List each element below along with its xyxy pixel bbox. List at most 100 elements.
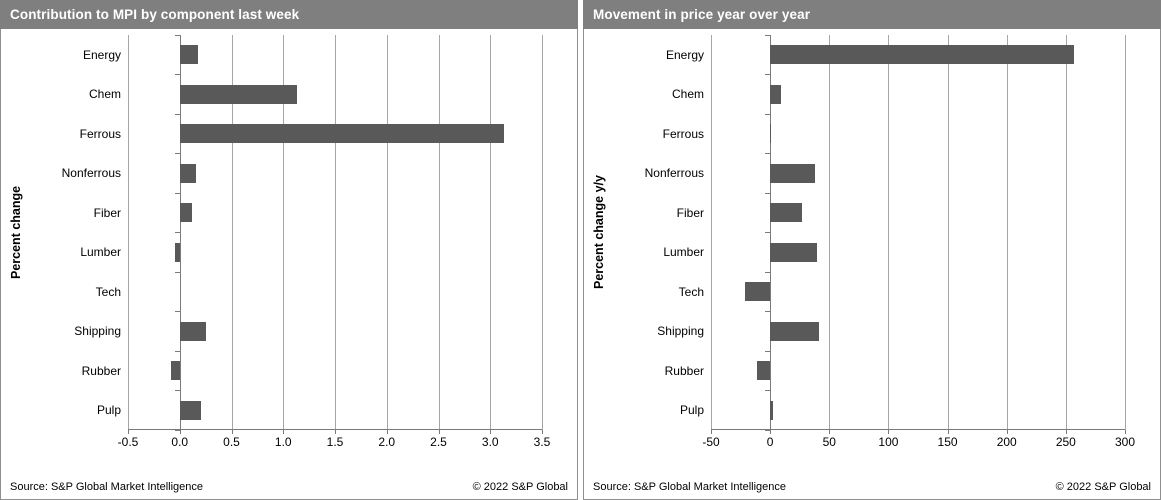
- category-axis-tick: [174, 232, 180, 233]
- x-tick-label: -50: [702, 435, 720, 449]
- gridline: [888, 35, 890, 430]
- x-axis-tick-labels: -0.5 0.0 0.5 1.0 1.5 2.0 2.5 3.0 3.5: [118, 435, 551, 451]
- gridline: [711, 35, 712, 430]
- x-axis-tick: [283, 430, 285, 434]
- chart-title: Contribution to MPI by component last we…: [0, 0, 578, 29]
- x-axis-tick: [947, 430, 949, 434]
- bar-nonferrous: [179, 163, 197, 183]
- category-axis-tick: [174, 113, 180, 115]
- x-tick-label: 1.0: [274, 435, 292, 449]
- x-tick-label: 100: [878, 435, 899, 449]
- x-axis-tick: [542, 430, 543, 434]
- gridline: [231, 35, 233, 430]
- x-tick-label: 300: [1114, 435, 1136, 449]
- x-axis-tick-labels: -50 0 50 100 150 200 250 300: [702, 435, 1135, 451]
- category-axis-tick: [765, 271, 771, 273]
- chart-body: Percent change y/y Energy Chem Ferrous Nonf…: [583, 29, 1161, 500]
- plot-area: [711, 34, 1126, 434]
- plot-area: [128, 34, 543, 434]
- category-axis-tick: [765, 153, 771, 154]
- bar-rubber: [171, 361, 180, 381]
- x-axis-tick: [1125, 430, 1126, 434]
- category-axis-tick: [174, 192, 180, 194]
- chart-footer: Source: S&P Global Market Intelligence ©…: [593, 481, 1151, 493]
- chart-title: Movement in price year over year: [583, 0, 1161, 29]
- bar-fiber: [179, 203, 193, 223]
- category-axis-tick: [765, 311, 771, 312]
- category-label-rubber: Rubber: [664, 363, 704, 378]
- category-label-energy: Energy: [82, 47, 121, 62]
- x-axis-tick: [888, 430, 890, 434]
- x-tick-label: 0: [766, 435, 774, 449]
- category-axis-tick: [765, 192, 771, 194]
- x-axis-tick: [438, 430, 440, 434]
- category-axis-tick: [174, 74, 180, 75]
- gridline: [490, 35, 492, 430]
- x-axis-tick: [231, 430, 233, 434]
- bar-lumber: [770, 242, 818, 262]
- gridline: [283, 35, 285, 430]
- x-axis-tick: [711, 430, 712, 434]
- copyright-text: © 2022 S&P Global: [472, 481, 568, 493]
- gridline: [1065, 35, 1067, 430]
- gridline: [1125, 35, 1126, 430]
- category-label-pulp: Pulp: [96, 403, 121, 418]
- x-axis-tick: [770, 430, 772, 434]
- category-axis-tick: [174, 350, 180, 352]
- chart-panel-mpi-contribution: Contribution to MPI by component last we…: [0, 0, 578, 500]
- x-axis-tick: [829, 430, 831, 434]
- category-axis-tick: [765, 390, 771, 391]
- x-tick-label: 0.0: [171, 435, 189, 449]
- category-axis-tick: [174, 311, 180, 312]
- copyright-text: © 2022 S&P Global: [1055, 481, 1151, 493]
- category-label-shipping: Shipping: [657, 324, 704, 339]
- chart-body: Percent change Energy Chem Ferrous Nonferro…: [0, 29, 578, 500]
- bar-chem: [770, 84, 781, 104]
- chart-footer: Source: S&P Global Market Intelligence ©…: [10, 481, 568, 493]
- x-axis-line: [128, 429, 542, 430]
- x-axis-line: [711, 429, 1125, 430]
- category-label-nonferrous: Nonferrous: [644, 166, 704, 181]
- category-label-ferrous: Ferrous: [79, 126, 121, 141]
- category-axis-labels: Energy Chem Ferrous Nonferrous Fiber Lumber Te…: [584, 35, 704, 430]
- x-tick-label: 3.0: [481, 435, 499, 449]
- category-axis-line: [770, 35, 772, 430]
- bar-chem: [179, 84, 297, 104]
- category-axis-tick: [174, 271, 180, 273]
- category-axis-labels: Energy Chem Ferrous Nonferrous Fiber Lumber Te…: [1, 35, 121, 430]
- category-axis-tick: [765, 113, 771, 115]
- x-axis-tick: [490, 430, 492, 434]
- category-label-fiber: Fiber: [676, 205, 704, 220]
- x-axis-tick: [386, 430, 388, 434]
- bar-rubber: [757, 361, 771, 381]
- bar-energy: [770, 45, 1075, 65]
- category-label-pulp: Pulp: [679, 403, 704, 418]
- category-label-rubber: Rubber: [81, 363, 121, 378]
- x-tick-label: 0.5: [223, 435, 240, 449]
- gridline: [438, 35, 440, 430]
- bar-fiber: [770, 203, 803, 223]
- category-axis-tick: [174, 429, 180, 431]
- bar-shipping: [770, 321, 819, 341]
- x-tick-label: 200: [996, 435, 1017, 449]
- x-axis-tick: [1065, 430, 1067, 434]
- category-label-chem: Chem: [88, 87, 121, 102]
- category-axis-tick: [765, 34, 771, 36]
- gridline: [542, 35, 543, 430]
- category-label-chem: Chem: [671, 87, 704, 102]
- category-label-tech: Tech: [95, 284, 121, 299]
- x-axis-tick: [335, 430, 336, 434]
- x-tick-label: -0.5: [117, 435, 139, 449]
- category-label-fiber: Fiber: [93, 205, 121, 220]
- bar-tech: [745, 282, 771, 302]
- gridline: [386, 35, 388, 430]
- source-text: Source: S&P Global Market Intelligence: [10, 481, 204, 493]
- bar-lumber: [174, 242, 180, 262]
- category-label-energy: Energy: [665, 47, 704, 62]
- category-label-lumber: Lumber: [663, 245, 704, 260]
- category-axis-tick: [174, 390, 180, 391]
- category-label-tech: Tech: [678, 284, 704, 299]
- x-tick-label: 1.5: [326, 435, 344, 449]
- gridline: [335, 35, 336, 430]
- gridline: [128, 35, 129, 430]
